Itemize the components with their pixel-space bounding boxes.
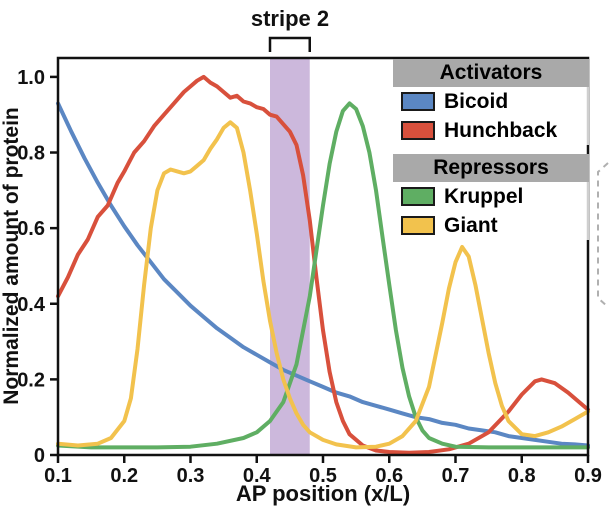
legend-item-kruppel: Kruppel — [393, 182, 589, 212]
legend-label-giant: Giant — [444, 214, 498, 238]
legend-group-activators: Activators Bicoid Hunchback — [393, 59, 589, 146]
svg-text:0.3: 0.3 — [177, 465, 205, 487]
svg-text:0.2: 0.2 — [110, 465, 138, 487]
legend: Activators Bicoid Hunchback Repressors K… — [393, 59, 589, 241]
legend-item-bicoid: Bicoid — [393, 87, 589, 117]
svg-text:0.6: 0.6 — [17, 218, 45, 240]
legend-label-bicoid: Bicoid — [444, 90, 509, 113]
stripe-2-label: stripe 2 — [250, 6, 330, 31]
legend-label-kruppel: Kruppel — [444, 185, 524, 209]
svg-text:0: 0 — [34, 445, 45, 467]
svg-text:0.8: 0.8 — [508, 465, 536, 487]
hunchback-color-swatch — [401, 121, 435, 141]
legend-header-repressors: Repressors — [393, 154, 589, 183]
giant-color-swatch — [401, 216, 435, 236]
legend-label-hunchback: Hunchback — [444, 119, 558, 143]
svg-text:0.9: 0.9 — [574, 465, 602, 487]
x-axis-label: AP position (x/L) — [235, 481, 411, 506]
legend-item-hunchback: Hunchback — [393, 116, 589, 146]
svg-text:0.4: 0.4 — [17, 294, 46, 316]
svg-text:0.1: 0.1 — [44, 465, 72, 487]
svg-text:0.2: 0.2 — [17, 369, 45, 391]
legend-group-repressors: Repressors Kruppel Giant — [393, 154, 589, 241]
svg-text:0.8: 0.8 — [17, 143, 45, 165]
y-axis-label: Normalized amount of protein — [0, 107, 23, 405]
svg-text:1.0: 1.0 — [17, 67, 45, 89]
svg-text:0.6: 0.6 — [375, 465, 403, 487]
bicoid-color-swatch — [401, 92, 435, 112]
kruppel-color-swatch — [401, 187, 435, 207]
legend-header-activators: Activators — [393, 59, 589, 87]
svg-text:0.4: 0.4 — [243, 465, 272, 487]
svg-text:0.5: 0.5 — [309, 465, 337, 487]
svg-text:0.7: 0.7 — [442, 465, 470, 487]
legend-item-giant: Giant — [393, 211, 589, 241]
